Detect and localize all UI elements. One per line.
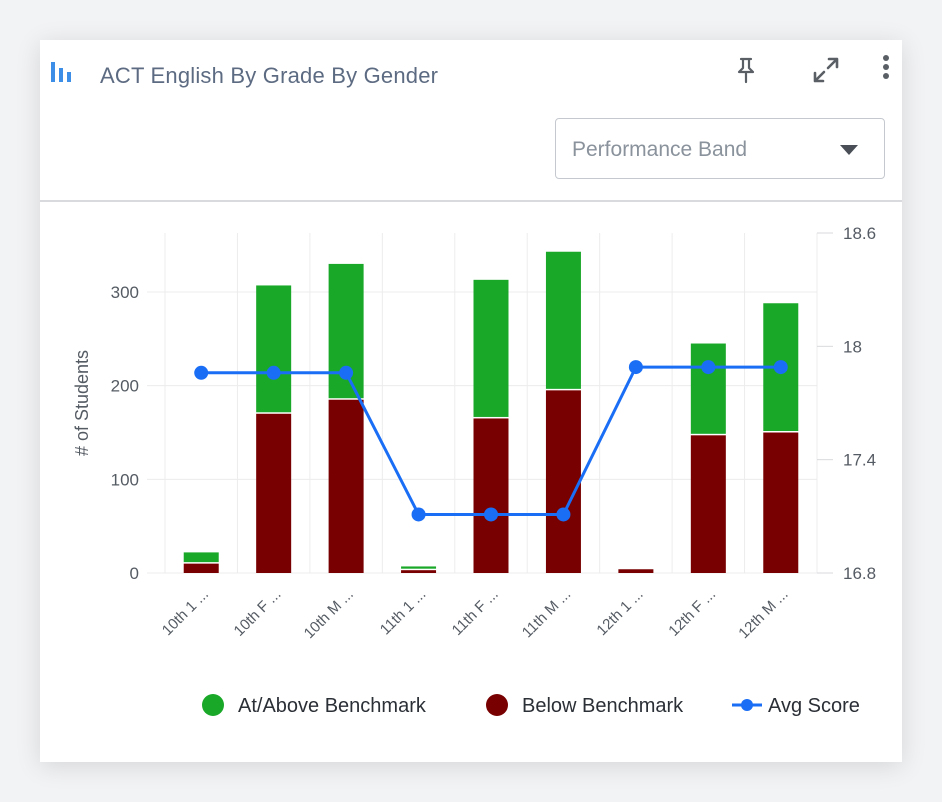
bar-below-benchmark [618, 569, 654, 573]
x-tick-label: 12th M ... [735, 586, 791, 642]
bar-below-benchmark [256, 413, 292, 573]
caret-down-icon [840, 145, 858, 155]
card-header: ACT English By Grade By Gender Performan… [40, 40, 902, 200]
x-tick-label: 11th 1 ... [377, 586, 430, 639]
more-vertical-icon[interactable] [872, 54, 900, 86]
y2-tick-label: 18 [843, 337, 862, 356]
bar-below-benchmark [473, 418, 509, 573]
bar-below-benchmark [328, 399, 364, 573]
y-axis-title: # of Students [72, 350, 92, 456]
pin-icon[interactable] [730, 54, 762, 86]
x-tick-label: 10th F ... [231, 586, 285, 640]
bar-below-benchmark [545, 390, 581, 573]
y2-tick-label: 17.4 [843, 451, 876, 470]
bar-above-benchmark [690, 343, 726, 434]
bar-above-benchmark [401, 566, 437, 569]
y-tick-label: 100 [111, 470, 139, 489]
avg-score-point [701, 360, 716, 375]
y-tick-label: 0 [130, 564, 139, 583]
header-divider [40, 200, 902, 202]
bar-below-benchmark [763, 432, 799, 573]
expand-icon[interactable] [810, 54, 842, 86]
y-tick-label: 300 [111, 283, 139, 302]
chart-legend: At/Above Benchmark Below Benchmark Avg S… [40, 690, 902, 724]
avg-score-point [773, 360, 788, 375]
legend-below-swatch [486, 694, 508, 716]
bar-above-benchmark [183, 552, 219, 563]
x-tick-label: 12th 1 ... [593, 586, 646, 639]
avg-score-point [194, 365, 209, 380]
bar-above-benchmark [473, 279, 509, 417]
x-tick-label: 12th F ... [665, 586, 719, 640]
legend-item-below[interactable]: Below Benchmark [486, 690, 716, 724]
legend-avg-swatch [732, 699, 762, 711]
legend-below-label: Below Benchmark [522, 695, 684, 717]
avg-score-point [266, 365, 281, 380]
legend-above-swatch [202, 694, 224, 716]
bar-above-benchmark [256, 285, 292, 413]
x-tick-label: 10th 1 ... [159, 586, 212, 639]
bar-below-benchmark [401, 570, 437, 573]
y-tick-label: 200 [111, 377, 139, 396]
legend-avg-label: Avg Score [768, 695, 860, 717]
chart-card: ACT English By Grade By Gender Performan… [40, 40, 902, 762]
bar-chart-icon [51, 62, 71, 82]
legend-item-above[interactable]: At/Above Benchmark [202, 690, 462, 724]
x-tick-label: 10th M ... [301, 586, 357, 642]
avg-score-point [339, 365, 354, 380]
legend-above-label: At/Above Benchmark [238, 695, 426, 717]
x-tick-label: 11th F ... [449, 586, 502, 639]
x-tick-label: 11th M ... [519, 586, 574, 641]
bar-below-benchmark [690, 435, 726, 573]
avg-score-point [411, 507, 426, 522]
y2-tick-label: 16.8 [843, 564, 876, 583]
chart-title: ACT English By Grade By Gender [100, 63, 439, 88]
dropdown-selected-value: Performance Band [572, 138, 748, 161]
performance-band-dropdown[interactable]: Performance Band [555, 118, 885, 179]
bar-below-benchmark [183, 563, 219, 573]
y2-tick-label: 18.6 [843, 224, 876, 243]
bar-above-benchmark [545, 251, 581, 389]
avg-score-point [556, 507, 571, 522]
avg-score-point [484, 507, 498, 522]
avg-score-point [628, 360, 643, 375]
legend-item-avg[interactable]: Avg Score [732, 690, 892, 724]
stacked-bar-line-chart: 0 100 200 300 16.8 17.4 18 18.6 # of Students 10t… [72, 224, 876, 642]
